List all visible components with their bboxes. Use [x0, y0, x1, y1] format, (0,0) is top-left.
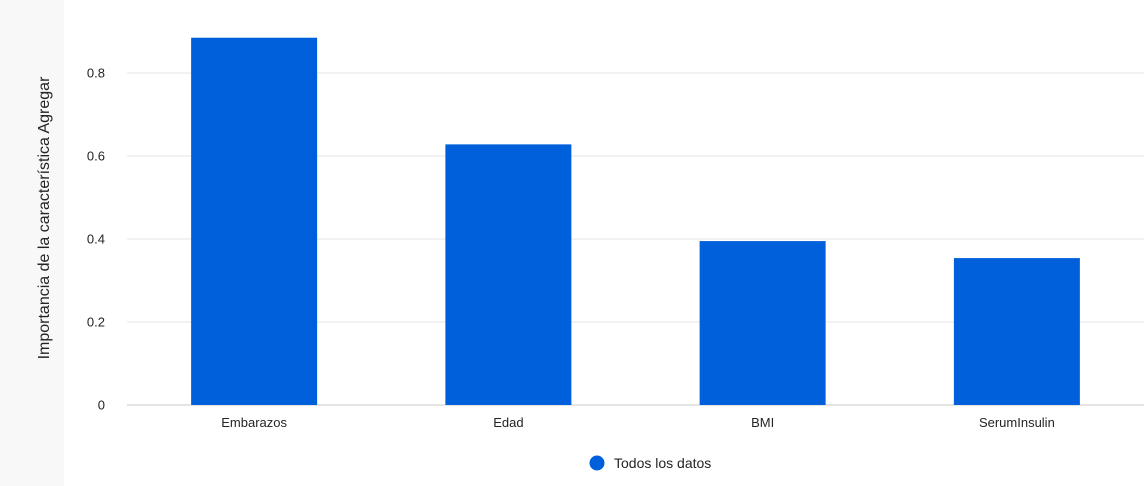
side-panel: [0, 0, 64, 486]
legend[interactable]: Todos los datos: [589, 455, 712, 471]
x-tick-label: BMI: [751, 415, 774, 430]
x-tick-label: SerumInsulin: [979, 415, 1055, 430]
bars: [191, 37, 1080, 405]
y-axis-ticks: 0 0.2 0.4 0.6 0.8: [87, 66, 105, 413]
x-tick-label: Embarazos: [221, 415, 287, 430]
legend-label: Todos los datos: [614, 455, 711, 471]
bar-bmi[interactable]: [699, 241, 826, 405]
y-tick-label: 0.2: [87, 315, 105, 330]
x-axis-ticks: Embarazos Edad BMI SerumInsulin: [221, 415, 1055, 430]
y-tick-label: 0.4: [87, 232, 105, 247]
bar-edad[interactable]: [445, 144, 572, 405]
y-tick-label: 0.6: [87, 149, 105, 164]
legend-marker: [589, 455, 605, 471]
bar-embarazos[interactable]: [191, 37, 318, 405]
x-tick-label: Edad: [493, 415, 523, 430]
y-tick-label: 0.8: [87, 66, 105, 81]
y-tick-label: 0: [98, 398, 105, 413]
y-axis-title: Importancia de la característica Agregar: [36, 76, 53, 359]
bar-seruminsulin[interactable]: [953, 258, 1080, 405]
